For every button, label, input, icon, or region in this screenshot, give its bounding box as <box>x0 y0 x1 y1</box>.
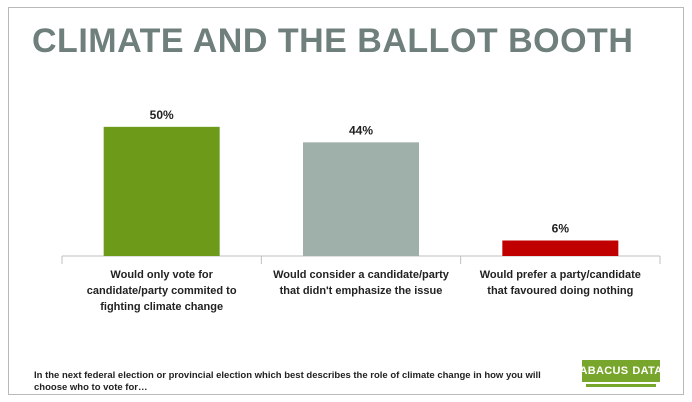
category-label: Would prefer a party/candidate <box>480 269 641 281</box>
logo-underline <box>586 384 656 387</box>
category-label: fighting climate change <box>100 301 223 313</box>
category-label: candidate/party commited to <box>87 285 237 297</box>
category-label: Would consider a candidate/party <box>273 269 450 281</box>
bar <box>502 240 619 256</box>
data-label: 50% <box>150 108 174 122</box>
chart-frame <box>8 7 684 395</box>
data-label: 6% <box>552 222 570 236</box>
logo-word-1: ABACUS <box>579 365 629 377</box>
footnote: In the next federal election or provinci… <box>34 370 541 393</box>
logo-box: ABACUS DATA <box>579 360 663 382</box>
chart-title: CLIMATE AND THE BALLOT BOOTH <box>32 22 634 60</box>
logo-word-2: DATA <box>632 365 663 377</box>
bar <box>303 142 419 256</box>
category-label: that favoured doing nothing <box>487 285 633 297</box>
data-label: 44% <box>349 123 373 137</box>
abacus-data-logo: ABACUS DATA <box>579 360 663 388</box>
category-label: that didn't emphasize the issue <box>280 285 443 297</box>
bar <box>103 126 220 256</box>
category-label: Would only vote for <box>110 269 213 281</box>
